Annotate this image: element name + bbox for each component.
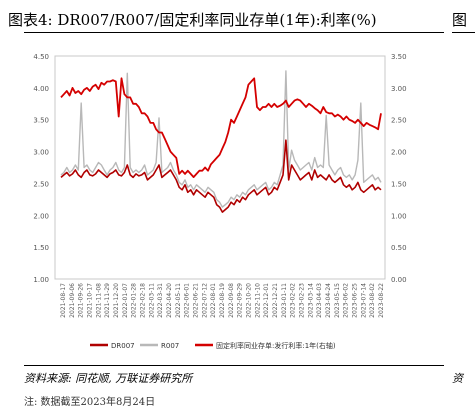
adjacent-source-note: 资 xyxy=(452,372,463,385)
y-left-tick-label: 2.00 xyxy=(33,212,49,220)
x-tick-label: 2021-12-20 xyxy=(113,283,120,318)
x-tick-label: 2023-06-02 xyxy=(343,283,350,318)
y-left-tick-label: 4.00 xyxy=(33,85,49,93)
y-right-tick-label: 0.50 xyxy=(391,244,407,252)
adjacent-title-rule xyxy=(452,32,475,33)
x-tick-label: 2022-07-12 xyxy=(201,283,208,318)
x-tick-label: 2021-11-29 xyxy=(104,283,111,318)
plot-frame xyxy=(54,55,386,280)
x-tick-label: 2023-07-14 xyxy=(360,283,367,318)
y-right-tick-label: 1.00 xyxy=(391,212,407,220)
plot-area: 4.50 4.00 3.50 3.00 2.50 2.00 1.50 1.00 3.50 3.00… xyxy=(33,53,406,350)
y-right-tick-label: 0.00 xyxy=(391,276,407,284)
x-tick-label: 2023-01-11 xyxy=(281,283,288,318)
y-left-tick-label: 2.50 xyxy=(33,180,49,188)
x-tick-label: 2022-11-10 xyxy=(254,283,261,318)
x-tick-label: 2021-08-17 xyxy=(60,283,67,318)
x-tick-label: 2022-08-19 xyxy=(219,283,226,318)
legend-label: 固定利率同业存单:发行利率:1年(右轴) xyxy=(216,341,336,350)
x-tick-label: 2021-10-17 xyxy=(87,283,94,318)
y-left-tick-label: 3.50 xyxy=(33,117,49,125)
y-right-tick-label: 3.00 xyxy=(391,85,407,93)
x-tick-label: 2022-09-29 xyxy=(237,283,244,318)
y-right-tick-label: 3.50 xyxy=(391,53,407,61)
x-tick-label: 2022-02-18 xyxy=(140,283,147,318)
x-tick-label: 2022-04-20 xyxy=(166,283,173,318)
y-right-tick-label: 2.00 xyxy=(391,149,407,157)
y-right-tick-label: 1.50 xyxy=(391,180,407,188)
line-chart: 4.50 4.00 3.50 3.00 2.50 2.00 1.50 1.00 3.50 3.00… xyxy=(33,53,406,350)
y-left-tick-label: 1.00 xyxy=(33,276,49,284)
x-tick-label: 2021-11-08 xyxy=(95,283,102,318)
x-tick-label: 2023-04-03 xyxy=(316,283,323,318)
series-line-dr007 xyxy=(60,139,382,213)
source-note: 资料来源: 同花顺, 万联证券研究所 xyxy=(24,372,193,385)
x-tick-label: 2023-05-15 xyxy=(334,283,341,318)
data-note: 注: 数据截至2023年8月24日 xyxy=(24,397,156,408)
x-tick-label: 2023-08-02 xyxy=(369,283,376,318)
x-tick-label: 2021-09-06 xyxy=(69,283,76,318)
x-tick-label: 2022-01-28 xyxy=(131,283,138,318)
x-tick-label: 2021-09-26 xyxy=(78,283,85,318)
figure-title: 图表4: DR007/R007/固定利率同业存单(1年):利率(%) xyxy=(8,11,377,29)
y-right-tick-label: 2.50 xyxy=(391,117,407,125)
x-tick-label: 2022-10-20 xyxy=(246,283,253,318)
legend-label: R007 xyxy=(161,342,179,350)
series-line-cd-1y xyxy=(60,77,382,179)
series-line-r007 xyxy=(60,70,382,208)
x-tick-label: 2022-12-01 xyxy=(263,283,270,318)
x-tick-label: 2022-03-31 xyxy=(157,283,164,318)
y-left-tick-label: 3.00 xyxy=(33,149,49,157)
x-tick-label: 2023-02-23 xyxy=(299,283,306,318)
adjacent-figure-title: 图 xyxy=(452,11,468,29)
x-tick-label: 2023-03-14 xyxy=(307,283,314,318)
y-left-tick-label: 4.50 xyxy=(33,53,49,61)
x-tick-label: 2022-05-11 xyxy=(175,283,182,318)
source-rule xyxy=(24,365,444,366)
x-tick-label: 2023-06-25 xyxy=(352,283,359,318)
x-tick-label: 2023-02-02 xyxy=(290,283,297,318)
x-tick-label: 2023-04-24 xyxy=(325,283,332,318)
x-tick-label: 2022-06-01 xyxy=(184,283,191,318)
x-tick-label: 2022-01-07 xyxy=(122,283,129,318)
x-tick-label: 2022-12-21 xyxy=(272,283,279,318)
legend-label: DR007 xyxy=(111,342,135,350)
x-tick-label: 2022-09-08 xyxy=(228,283,235,318)
x-tick-label: 2023-08-22 xyxy=(378,283,385,318)
x-tick-label: 2022-06-21 xyxy=(193,283,200,318)
y-left-tick-label: 1.50 xyxy=(33,244,49,252)
x-tick-label: 2022-03-11 xyxy=(148,283,155,318)
x-tick-label: 2022-08-01 xyxy=(210,283,217,318)
title-rule xyxy=(24,32,444,33)
